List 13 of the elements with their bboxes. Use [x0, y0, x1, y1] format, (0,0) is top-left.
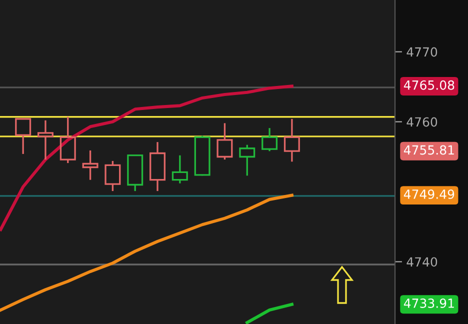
y-tick-label: 4760 — [406, 117, 438, 127]
text: 4733.91 — [404, 298, 454, 308]
text: 4755.81 — [404, 145, 454, 155]
candlestick — [37, 120, 54, 160]
text: 4749.49 — [404, 189, 454, 199]
candlestick — [284, 118, 300, 162]
candlestick — [82, 150, 98, 181]
y-tick-label: 4740 — [406, 257, 438, 267]
y-tick-label: 4770 — [406, 47, 438, 57]
line-series — [0, 194, 294, 312]
line-series — [0, 84, 294, 232]
text: 4765.08 — [404, 80, 454, 90]
candlestick — [150, 141, 166, 192]
